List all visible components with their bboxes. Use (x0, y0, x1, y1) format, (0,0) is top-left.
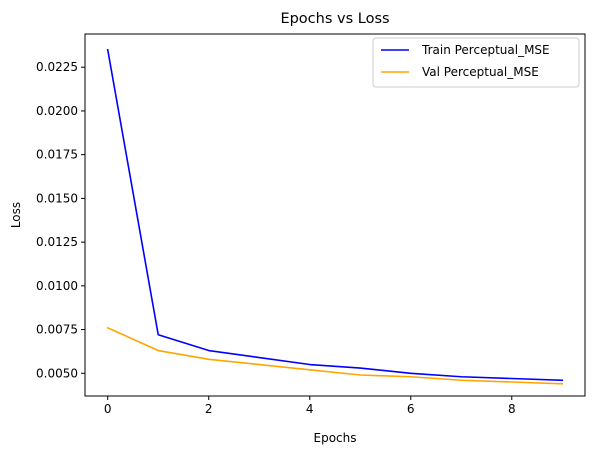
chart-title: Epochs vs Loss (280, 11, 389, 27)
legend-label-1: Val Perceptual_MSE (422, 65, 539, 79)
legend-label-0: Train Perceptual_MSE (421, 43, 550, 57)
y-tick-label: 0.0075 (36, 323, 78, 337)
x-tick-label: 4 (306, 402, 314, 416)
y-tick-label: 0.0125 (36, 235, 78, 249)
plot-frame (84, 33, 586, 397)
x-axis-label: Epochs (314, 431, 357, 445)
x-tick-label: 2 (205, 402, 213, 416)
x-tick-label: 8 (508, 402, 516, 416)
series-line-1 (106, 326, 564, 385)
legend-box (372, 37, 580, 88)
x-axis-ticks: 0 2 4 6 8 (104, 396, 516, 416)
legend: Train Perceptual_MSE Val Perceptual_MSE (372, 37, 580, 88)
y-tick-label: 0.0200 (36, 104, 78, 118)
y-tick-label: 0.0175 (36, 148, 78, 162)
y-axis-ticks: 0.0050 0.0075 0.0100 0.0125 0.0150 0.0175 0.02… (36, 60, 85, 380)
series-line-0 (106, 48, 564, 382)
x-tick-label: 0 (104, 402, 112, 416)
y-tick-label: 0.0150 (36, 191, 78, 205)
y-tick-label: 0.0225 (36, 60, 78, 74)
y-tick-label: 0.0100 (36, 279, 78, 293)
y-axis-label: Loss (9, 202, 23, 228)
x-tick-label: 6 (407, 402, 415, 416)
series-lines (106, 48, 564, 385)
y-tick-label: 0.0050 (36, 366, 78, 380)
